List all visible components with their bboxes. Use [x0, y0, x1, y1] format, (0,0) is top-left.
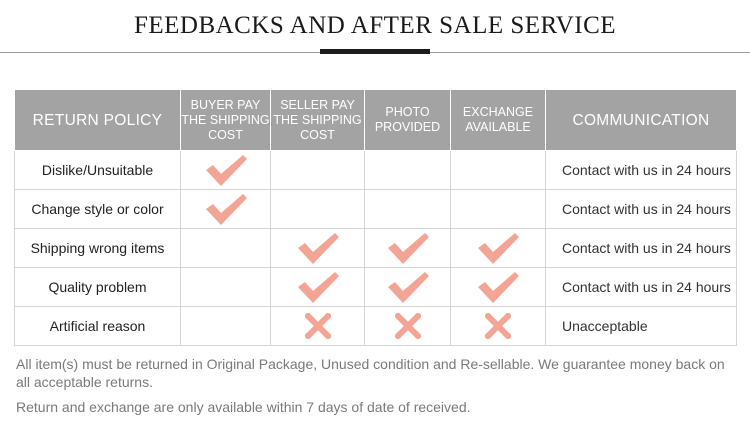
cross-icon: [365, 313, 450, 339]
communication-cell: Contact with us in 24 hours: [545, 267, 737, 307]
seller-pay-cell: [270, 306, 365, 346]
check-icon: [271, 269, 364, 305]
table-row: Shipping wrong items Contact with us in 2…: [14, 228, 737, 268]
header-communication: COMMUNICATION: [545, 89, 737, 151]
table-row: Artificial reason Unacceptable: [14, 306, 737, 346]
title-underline: [320, 49, 430, 54]
return-reason-cell: Quality problem: [14, 267, 181, 307]
seller-pay-cell: [270, 189, 365, 229]
return-policy-table: RETURN POLICY BUYER PAY THE SHIPPING COS…: [14, 89, 737, 346]
communication-cell: Unacceptable: [545, 306, 737, 346]
table-row: Dislike/Unsuitable Contact with us in 24 …: [14, 150, 737, 190]
exchange-available-cell: [450, 189, 546, 229]
exchange-available-cell: [450, 306, 546, 346]
buyer-pay-cell: [180, 228, 271, 268]
check-icon: [271, 230, 364, 266]
returns-condition-note: All item(s) must be returned in Original…: [16, 356, 725, 390]
header-seller-pay-shipping: SELLER PAY THE SHIPPING COST: [270, 89, 365, 151]
header-exchange-available: EXCHANGE AVAILABLE: [450, 89, 546, 151]
check-icon: [365, 269, 450, 305]
seller-pay-cell: [270, 228, 365, 268]
return-reason-cell: Shipping wrong items: [14, 228, 181, 268]
check-icon: [181, 152, 270, 188]
photo-provided-cell: [364, 228, 451, 268]
table-row: Change style or color Contact with us in …: [14, 189, 737, 229]
photo-provided-cell: [364, 306, 451, 346]
header-buyer-pay-shipping: BUYER PAY THE SHIPPING COST: [180, 89, 271, 151]
header-photo-provided: PHOTO PROVIDED: [364, 89, 451, 151]
table-body: Dislike/Unsuitable Contact with us in 24 …: [14, 150, 737, 346]
return-window-note: Return and exchange are only available w…: [16, 399, 471, 415]
buyer-pay-cell: [180, 306, 271, 346]
communication-cell: Contact with us in 24 hours: [545, 189, 737, 229]
communication-cell: Contact with us in 24 hours: [545, 228, 737, 268]
photo-provided-cell: [364, 150, 451, 190]
check-icon: [365, 230, 450, 266]
exchange-available-cell: [450, 228, 546, 268]
buyer-pay-cell: [180, 189, 271, 229]
buyer-pay-cell: [180, 150, 271, 190]
return-reason-cell: Artificial reason: [14, 306, 181, 346]
return-reason-cell: Change style or color: [14, 189, 181, 229]
check-icon: [451, 230, 545, 266]
buyer-pay-cell: [180, 267, 271, 307]
communication-cell: Contact with us in 24 hours: [545, 150, 737, 190]
exchange-available-cell: [450, 267, 546, 307]
table-row: Quality problem Contact with us in 24 hou…: [14, 267, 737, 307]
photo-provided-cell: [364, 267, 451, 307]
page-title: FEEDBACKS AND AFTER SALE SERVICE: [133, 12, 617, 39]
header-return-policy: RETURN POLICY: [14, 89, 181, 151]
seller-pay-cell: [270, 267, 365, 307]
cross-icon: [271, 313, 364, 339]
return-reason-cell: Dislike/Unsuitable: [14, 150, 181, 190]
exchange-available-cell: [450, 150, 546, 190]
table-header-row: RETURN POLICY BUYER PAY THE SHIPPING COS…: [14, 89, 737, 151]
check-icon: [451, 269, 545, 305]
cross-icon: [451, 313, 545, 339]
check-icon: [181, 191, 270, 227]
seller-pay-cell: [270, 150, 365, 190]
photo-provided-cell: [364, 189, 451, 229]
